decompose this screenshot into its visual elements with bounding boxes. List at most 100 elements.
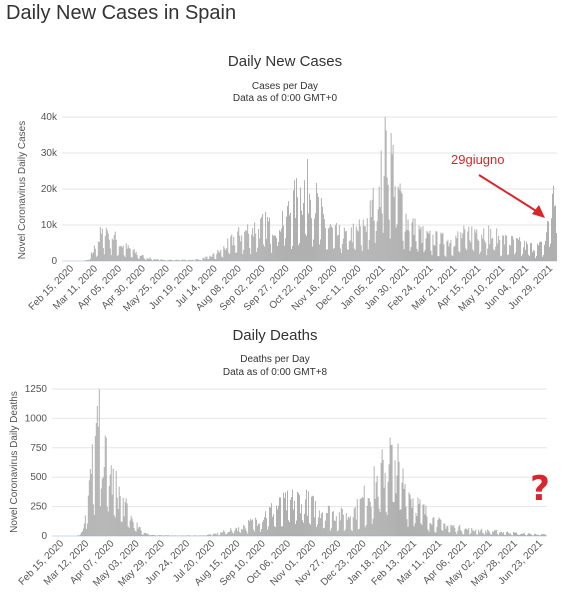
deaths-bar	[354, 507, 356, 536]
cases-bar	[263, 244, 265, 261]
deaths-bar	[187, 535, 189, 536]
cases-bar	[442, 232, 444, 261]
cases-bar	[97, 241, 99, 261]
deaths-bar	[424, 514, 426, 536]
deaths-bar	[492, 531, 494, 536]
deaths-bar	[107, 511, 109, 536]
cases-bar	[264, 246, 266, 261]
deaths-bar	[331, 511, 333, 536]
cases-bar	[503, 235, 505, 261]
cases-bar	[363, 226, 365, 261]
cases-bar	[159, 260, 161, 261]
deaths-bar	[342, 514, 344, 536]
deaths-bar	[126, 503, 128, 536]
cases-bar	[384, 117, 386, 261]
cases-bar	[157, 259, 159, 261]
cases-bar	[412, 218, 414, 261]
deaths-bar	[273, 514, 275, 536]
cases-bar	[444, 255, 446, 261]
deaths-bar	[311, 495, 313, 536]
deaths-bar	[312, 496, 314, 536]
deaths-bar	[130, 515, 132, 536]
cases-bar	[236, 252, 238, 261]
cases-bar	[437, 256, 439, 261]
deaths-bar	[145, 533, 147, 536]
cases-bar	[419, 229, 421, 261]
deaths-bar	[525, 534, 526, 536]
deaths-bar	[408, 492, 410, 536]
cases-bar	[445, 256, 447, 261]
cases-bar	[342, 238, 344, 261]
cases-bar	[186, 260, 188, 261]
deaths-bar	[360, 498, 362, 536]
deaths-bar	[367, 497, 369, 536]
deaths-bar	[394, 460, 396, 536]
deaths-bar	[242, 529, 244, 536]
cases-bar	[406, 229, 408, 261]
cases-bar	[519, 237, 521, 261]
cases-bar	[376, 221, 378, 261]
cases-bar	[91, 253, 93, 261]
cases-bar	[530, 243, 532, 261]
deaths-bar	[498, 535, 500, 536]
deaths-y-tick-label: 1250	[25, 384, 48, 395]
cases-bar	[522, 254, 524, 261]
deaths-bar	[519, 534, 521, 536]
deaths-bar	[386, 514, 388, 536]
deaths-bar	[376, 475, 378, 536]
deaths-bar	[516, 532, 518, 536]
deaths-bar	[324, 520, 326, 536]
cases-bar	[474, 229, 476, 261]
cases-bar	[136, 255, 138, 261]
annotation-arrow-head	[532, 205, 545, 218]
cases-bar	[130, 257, 132, 261]
cases-bar	[493, 249, 495, 261]
deaths-bar	[217, 532, 219, 536]
cases-bar	[153, 259, 155, 261]
cases-bar	[465, 248, 467, 261]
cases-bar	[276, 237, 278, 261]
cases-bar	[357, 231, 359, 261]
cases-bar	[413, 235, 415, 261]
cases-bar	[486, 255, 488, 261]
deaths-bar	[270, 507, 272, 536]
deaths-bar	[224, 531, 226, 536]
cases-bar	[416, 248, 418, 261]
deaths-bar	[489, 532, 491, 536]
deaths-bar	[387, 481, 389, 536]
deaths-bar	[271, 503, 273, 536]
deaths-bar	[433, 517, 435, 536]
cases-bar	[515, 252, 517, 261]
deaths-bar	[353, 508, 355, 536]
deaths-bar	[415, 513, 417, 536]
cases-bar	[317, 197, 319, 261]
cases-bar	[223, 246, 225, 261]
deaths-bar	[111, 494, 113, 536]
cases-bar	[525, 249, 527, 261]
deaths-bar	[406, 519, 408, 536]
deaths-bar	[371, 523, 373, 536]
deaths-bar	[334, 521, 336, 536]
deaths-bar	[248, 519, 250, 536]
deaths-bar	[268, 526, 270, 536]
cases-bar	[306, 235, 307, 261]
deaths-bar	[141, 534, 143, 536]
cases-bar	[432, 234, 434, 261]
cases-bar	[87, 259, 89, 261]
cases-bar	[257, 247, 259, 261]
cases-bar	[232, 245, 234, 261]
cases-bar	[511, 235, 513, 261]
deaths-bar	[422, 504, 424, 536]
cases-bar	[554, 206, 555, 261]
cases-bar	[355, 226, 357, 261]
deaths-bar	[100, 488, 102, 536]
cases-y-tick-label: 30k	[41, 148, 58, 159]
deaths-bar	[503, 531, 505, 536]
deaths-bar	[488, 530, 490, 536]
deaths-bar	[419, 499, 421, 536]
cases-bar	[242, 254, 244, 261]
deaths-bar	[275, 527, 276, 536]
deaths-bar	[92, 504, 94, 536]
deaths-bar	[158, 535, 160, 536]
cases-bar	[549, 246, 550, 261]
